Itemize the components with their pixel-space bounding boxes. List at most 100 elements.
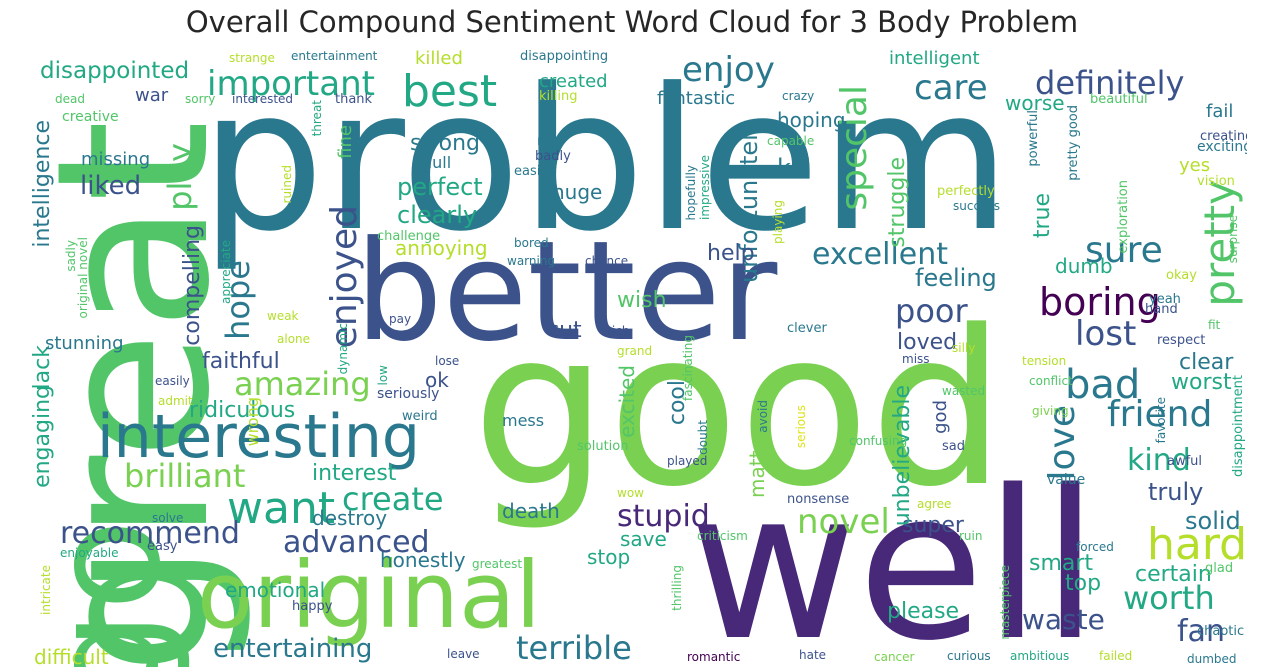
word-important: important <box>207 64 375 104</box>
word-thrilling: thrilling <box>670 565 684 611</box>
word-perfect: perfect <box>397 173 483 201</box>
word-leave: leave <box>447 647 480 661</box>
word-save: save <box>620 527 667 551</box>
word-hate: hate <box>799 648 827 662</box>
word-ridiculous: ridiculous <box>189 398 296 423</box>
word-god: god <box>930 400 951 434</box>
word-want: want <box>227 483 336 534</box>
word-low: low <box>376 365 390 386</box>
word-impressive: impressive <box>698 155 712 221</box>
word-masterpiece: masterpiece <box>998 565 1012 640</box>
word-chaotic: chaotic <box>1197 624 1245 639</box>
word-create: create <box>342 480 444 518</box>
word-clever: clever <box>787 321 827 336</box>
word-created: created <box>539 71 608 92</box>
word-nice: nice <box>537 134 564 149</box>
word-weak: weak <box>267 309 299 323</box>
word-seriously: seriously <box>377 386 440 402</box>
word-chance: chance <box>585 254 629 268</box>
word-favorite: favorite <box>1154 397 1168 444</box>
word-good: good <box>472 285 1006 534</box>
word-dead: dead <box>55 92 85 106</box>
word-avoid: avoid <box>756 400 770 433</box>
word-enjoyable: enjoyable <box>60 546 119 560</box>
word-worth: worth <box>1123 579 1215 617</box>
word-hopefully: hopefully <box>684 165 698 221</box>
word-capable: capable <box>767 134 815 148</box>
word-silly: silly <box>952 341 976 355</box>
word-pretty-good: pretty good <box>1066 105 1081 181</box>
word-dynamic: dynamic <box>336 323 350 375</box>
word-excited: excited <box>615 365 639 438</box>
word-hard: hard <box>1147 519 1247 570</box>
word-special: special <box>834 85 875 211</box>
word-alone: alone <box>277 332 311 346</box>
word-ruin: ruin <box>959 529 983 543</box>
word-warning: warning <box>507 254 556 268</box>
word-agree: agree <box>917 497 952 511</box>
word-rich: rich <box>607 324 630 338</box>
word-please: please <box>887 599 960 624</box>
word-easy: easy <box>147 539 178 554</box>
word-miss: miss <box>902 352 930 366</box>
word-truly: truly <box>1148 478 1204 506</box>
word-yes: yes <box>1179 155 1211 176</box>
word-yeah: yeah <box>1149 292 1181 307</box>
word-terrible: terrible <box>516 629 632 667</box>
word-worse: worse <box>1005 91 1065 115</box>
word-matter: matter <box>745 430 769 498</box>
word-struggle: struggle <box>885 157 910 248</box>
word-best: best <box>402 66 498 117</box>
word-better: better <box>355 211 778 372</box>
word-conflict: conflict <box>1029 374 1073 388</box>
word-annoying: annoying <box>395 236 488 260</box>
word-advanced: advanced <box>283 525 430 560</box>
word-awful: awful <box>1167 454 1203 469</box>
word-honestly: honestly <box>380 548 466 572</box>
word-definitely: definitely <box>1035 64 1185 102</box>
word-waste: waste <box>1022 603 1105 636</box>
word-mess: mess <box>502 411 545 430</box>
word-wish: wish <box>617 288 667 313</box>
word-intelligent: intelligent <box>889 48 980 69</box>
word-bad: bad <box>1065 362 1141 408</box>
word-strong: strong <box>410 131 481 156</box>
word-smart: smart <box>1029 551 1094 576</box>
word-admit: admit <box>158 394 193 408</box>
word-compelling: compelling <box>180 225 205 346</box>
page-title: Overall Compound Sentiment Word Cloud fo… <box>185 5 1079 39</box>
word-solid: solid <box>1185 507 1241 535</box>
word-failed: failed <box>1099 649 1133 663</box>
word-creative: creative <box>62 109 119 125</box>
word-original: original <box>197 542 541 649</box>
word-creating: creating <box>1200 129 1247 144</box>
word-cloud: problem good well great go better original inte… <box>17 45 1247 667</box>
word-thank: thank <box>335 92 373 107</box>
word-interested: interested <box>232 92 294 106</box>
word-tension: tension <box>1022 354 1067 368</box>
word-true: true <box>1030 193 1055 239</box>
word-emotional: emotional <box>225 578 326 602</box>
word-problem: problem <box>200 47 1011 275</box>
word-solve: solve <box>152 511 184 525</box>
word-intricate: intricate <box>39 565 53 615</box>
word-destroy: destroy <box>312 506 388 530</box>
word-huge: huge <box>552 180 603 204</box>
word-sad: sad <box>942 439 965 454</box>
word-strange: strange <box>229 51 275 65</box>
word-respect: respect <box>1157 333 1206 348</box>
word-glad: glad <box>1205 561 1234 576</box>
word-liked: liked <box>80 171 142 201</box>
word-forced: forced <box>1076 540 1114 554</box>
word-ok: ok <box>425 368 449 392</box>
word-cancer: cancer <box>874 650 915 664</box>
word-boring: boring <box>1039 280 1161 324</box>
word-solution: solution <box>577 439 629 454</box>
word-criticism: criticism <box>697 529 748 543</box>
word-playing: playing <box>771 200 785 244</box>
word-care: care <box>914 68 988 108</box>
word-giving: giving <box>1032 404 1069 418</box>
word-success: success <box>953 199 1000 213</box>
word-challenge: challenge <box>377 229 441 244</box>
word-pay: pay <box>389 312 412 326</box>
